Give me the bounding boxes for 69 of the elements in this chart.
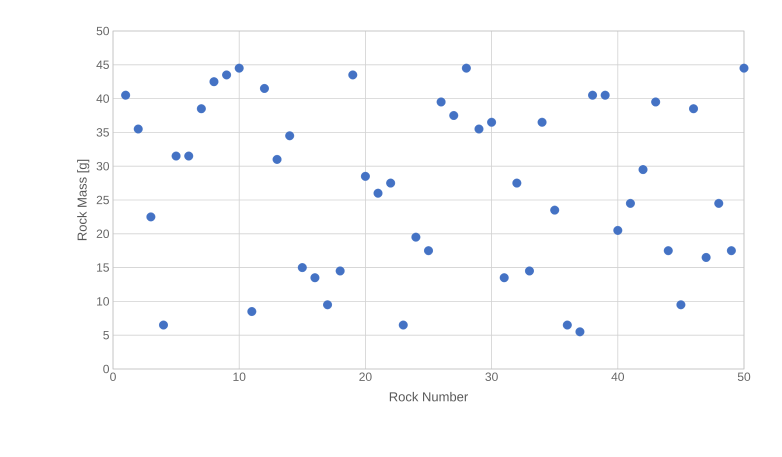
point bbox=[714, 198, 724, 208]
y-tick-label: 25 bbox=[96, 196, 109, 204]
point bbox=[487, 118, 496, 127]
point bbox=[600, 90, 610, 100]
point bbox=[424, 246, 433, 256]
point bbox=[222, 70, 232, 80]
y-tick-label: 15 bbox=[97, 263, 109, 272]
point bbox=[172, 152, 181, 161]
x-tick-label: 40 bbox=[611, 372, 624, 382]
point bbox=[348, 70, 358, 80]
point bbox=[626, 198, 635, 208]
point bbox=[234, 64, 244, 73]
point bbox=[638, 165, 648, 174]
point bbox=[310, 273, 320, 282]
point bbox=[386, 178, 396, 188]
point bbox=[285, 131, 294, 140]
point bbox=[500, 273, 509, 282]
point bbox=[739, 64, 748, 73]
x-tick-label: 30 bbox=[485, 372, 498, 382]
point bbox=[512, 178, 522, 188]
y-tick-label: 35 bbox=[96, 128, 109, 137]
point bbox=[436, 97, 446, 106]
point bbox=[550, 206, 560, 215]
point bbox=[158, 320, 168, 330]
point bbox=[588, 90, 598, 100]
point bbox=[121, 90, 130, 100]
point bbox=[336, 266, 345, 276]
y-tick-label: 20 bbox=[96, 230, 110, 238]
point bbox=[209, 77, 218, 86]
point bbox=[664, 246, 673, 256]
point bbox=[726, 246, 736, 256]
point bbox=[260, 84, 269, 93]
point bbox=[134, 124, 143, 134]
y-tick-label: 40 bbox=[96, 94, 110, 103]
y-tick-label: 10 bbox=[97, 297, 110, 306]
x-tick-label: 20 bbox=[359, 372, 372, 382]
point bbox=[247, 307, 256, 316]
point bbox=[538, 118, 547, 127]
y-axis-title: Rock Mass [g] bbox=[77, 160, 90, 240]
x-tick-label: 10 bbox=[233, 372, 246, 382]
point bbox=[651, 97, 660, 106]
point bbox=[676, 300, 686, 310]
point bbox=[462, 64, 471, 73]
y-tick-label: 45 bbox=[96, 60, 109, 69]
point bbox=[298, 263, 307, 272]
point bbox=[374, 188, 383, 198]
x-axis-title: Rock Number bbox=[390, 392, 468, 402]
point bbox=[702, 252, 711, 262]
point bbox=[272, 154, 282, 164]
point bbox=[411, 232, 420, 242]
point bbox=[474, 124, 484, 134]
point bbox=[562, 320, 572, 330]
point bbox=[196, 104, 206, 114]
point bbox=[689, 104, 698, 114]
point bbox=[575, 327, 584, 336]
y-tick-label: 50 bbox=[96, 26, 110, 36]
point bbox=[524, 266, 534, 276]
point bbox=[323, 300, 332, 310]
point bbox=[398, 320, 408, 330]
y-tick-label: 5 bbox=[103, 331, 109, 340]
point bbox=[360, 172, 370, 181]
point bbox=[146, 212, 156, 222]
y-tick-label: 30 bbox=[96, 162, 110, 170]
x-tick-label: 50 bbox=[738, 372, 750, 382]
point bbox=[613, 226, 622, 235]
point bbox=[184, 152, 194, 161]
x-tick-label: 0 bbox=[110, 372, 116, 382]
point bbox=[449, 110, 458, 120]
y-tick-label: 0 bbox=[103, 364, 110, 374]
